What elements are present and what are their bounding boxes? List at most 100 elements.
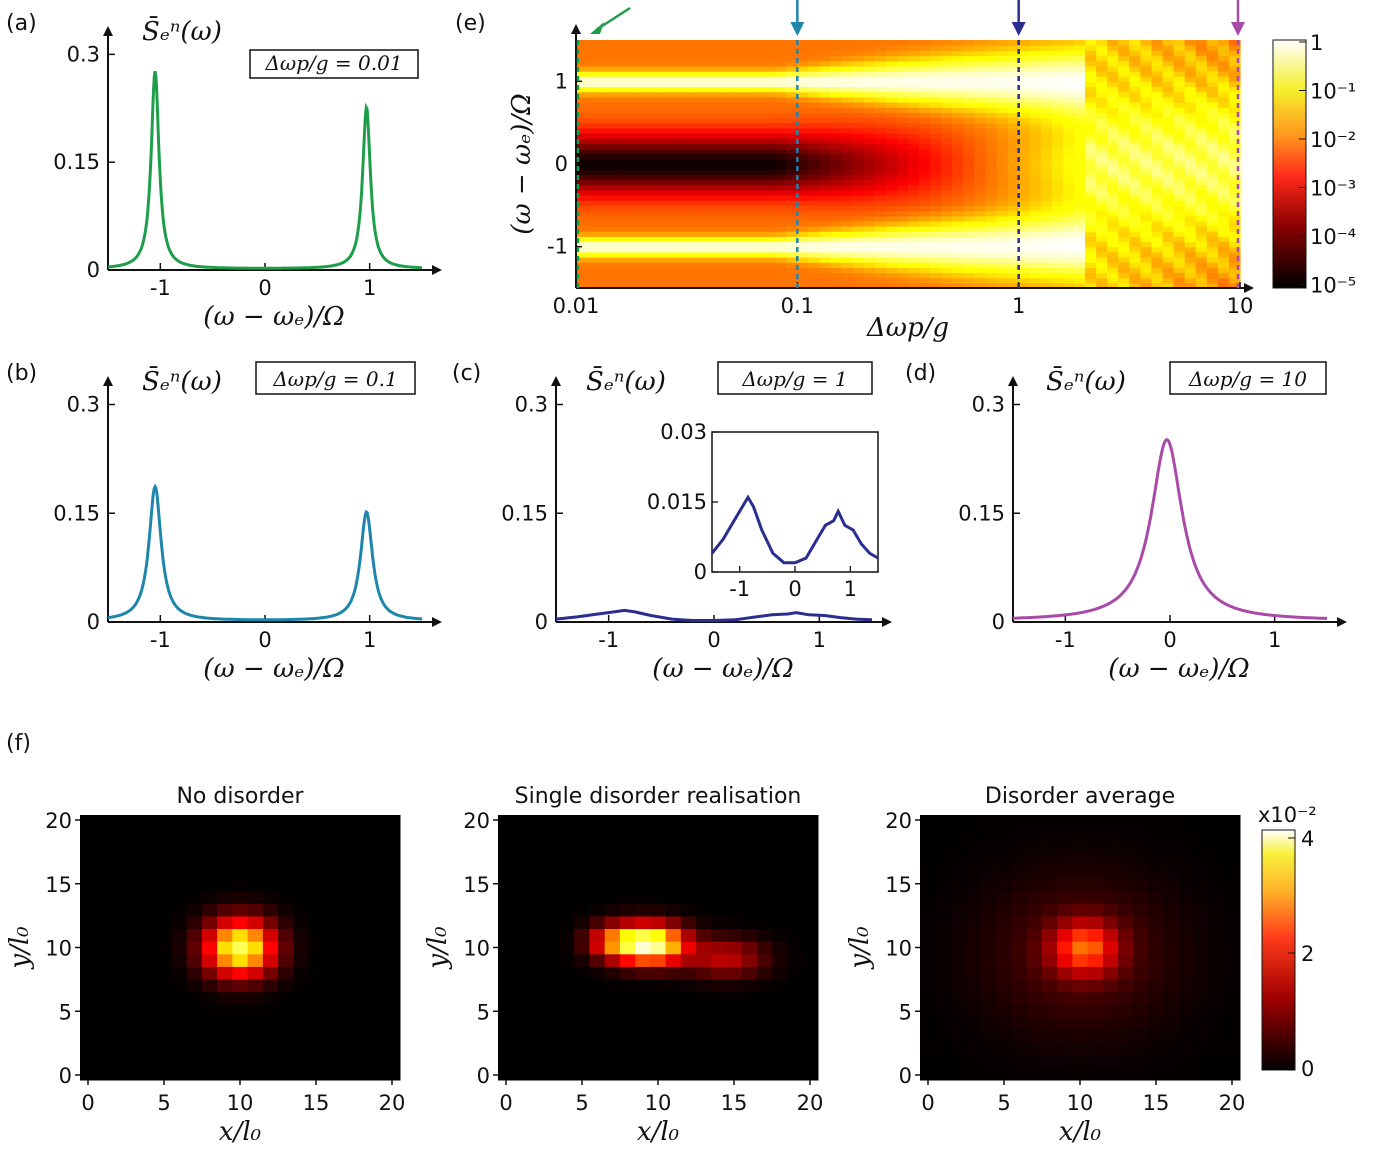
map-cell: [787, 991, 804, 1005]
map-cell: [680, 979, 697, 993]
map-cell: [1163, 840, 1180, 854]
heatmap-cell: [919, 251, 931, 258]
map-cell: [935, 827, 951, 841]
map-cell: [354, 840, 371, 854]
map-cell: [1026, 928, 1043, 942]
map-cell: [201, 815, 218, 829]
heatmap-cell: [742, 272, 754, 279]
heatmap-cell: [642, 127, 655, 134]
heatmap-cell: [1085, 169, 1097, 175]
heatmap-cell: [719, 81, 732, 88]
heatmap-cell: [1051, 107, 1064, 113]
heatmap-cell: [1162, 246, 1175, 253]
heatmap-cell: [1151, 164, 1164, 170]
heatmap-cell: [863, 226, 876, 232]
map-cell: [802, 815, 819, 829]
map-cell: [726, 827, 743, 841]
heatmap-cell: [941, 102, 953, 108]
heatmap-cell: [764, 81, 776, 88]
map-cell: [1118, 953, 1134, 967]
heatmap-cell: [609, 277, 621, 284]
map-cell: [1087, 991, 1104, 1005]
map-cell: [1224, 928, 1241, 942]
heatmap-cell: [764, 107, 776, 113]
heatmap-cell: [996, 236, 1009, 243]
map-cell: [1057, 953, 1073, 967]
heatmap-cell: [963, 226, 975, 232]
map-cell: [1087, 1016, 1104, 1031]
heatmap-cell: [1129, 40, 1141, 46]
y-tick-label: 5: [59, 1000, 72, 1024]
heatmap-cell: [631, 138, 643, 144]
map-cell: [665, 1042, 682, 1056]
heatmap-cell: [1173, 282, 1186, 289]
map-cell: [1194, 840, 1211, 854]
map-cell: [935, 979, 951, 993]
heatmap-cell: [974, 241, 987, 248]
map-cell: [1041, 966, 1058, 980]
heatmap-cell: [598, 246, 610, 253]
heatmap-cell: [1062, 272, 1075, 279]
map-cell: [1057, 878, 1073, 892]
map-cell: [262, 979, 279, 993]
heatmap-cell: [841, 86, 854, 93]
heatmap-cell: [1118, 65, 1130, 72]
heatmap-cell: [609, 107, 621, 113]
heatmap-cell: [576, 257, 588, 263]
heatmap-cell: [598, 40, 610, 46]
map-cell: [1057, 815, 1073, 829]
map-cell: [308, 878, 325, 892]
heatmap-cell: [952, 50, 964, 57]
heatmap-cell: [587, 220, 599, 227]
heatmap-cell: [1018, 164, 1031, 170]
heatmap-cell: [852, 210, 865, 217]
heatmap-cell: [885, 133, 898, 139]
heatmap-cell: [1184, 60, 1197, 67]
heatmap-cell: [1228, 251, 1241, 258]
map-cell: [787, 827, 804, 841]
heatmap-cell: [974, 76, 987, 82]
heatmap-cell: [775, 184, 787, 191]
heatmap-cell: [1062, 55, 1075, 62]
heatmap-cell: [1228, 158, 1241, 165]
map-cell: [650, 991, 667, 1005]
map-cell: [1102, 966, 1119, 980]
map-cell: [339, 1016, 355, 1031]
map-cell: [1179, 865, 1195, 879]
heatmap-cell: [941, 184, 953, 191]
heatmap-cell: [808, 205, 821, 212]
map-cell: [574, 953, 590, 967]
map-cell: [1041, 815, 1058, 829]
heatmap-cell: [576, 40, 588, 46]
heatmap-cell: [664, 153, 677, 160]
map-cell: [787, 852, 804, 866]
map-cell: [354, 1042, 371, 1056]
heatmap-cell: [609, 76, 621, 82]
y-axis-label: S̄ₑⁿ(ω): [142, 15, 222, 47]
map-cell: [369, 840, 386, 854]
heatmap-cell: [830, 117, 843, 124]
heatmap-cell: [753, 226, 765, 232]
heatmap-cell: [587, 86, 599, 93]
map-cell: [1209, 1004, 1226, 1018]
heatmap-cell: [587, 102, 599, 108]
heatmap-cell: [620, 127, 632, 134]
heatmap-cell: [1062, 158, 1075, 165]
heatmap-cell: [1096, 143, 1108, 150]
heatmap-cell: [1107, 179, 1119, 186]
heatmap-cell: [885, 169, 898, 175]
heatmap-cell: [930, 241, 942, 248]
map-cell: [1148, 1004, 1165, 1018]
heatmap-cell: [830, 45, 843, 51]
heatmap-cell: [830, 184, 843, 191]
heatmap-cell: [1040, 169, 1053, 175]
heatmap-cell: [996, 138, 1009, 144]
heatmap-cell: [985, 60, 998, 67]
heatmap-cell: [930, 50, 942, 57]
heatmap-cell: [576, 96, 588, 103]
map-cell: [574, 852, 590, 866]
map-cell: [619, 953, 636, 967]
heatmap-cell: [1195, 122, 1208, 129]
heatmap-cell: [1129, 195, 1141, 201]
heatmap-cell: [852, 277, 865, 284]
